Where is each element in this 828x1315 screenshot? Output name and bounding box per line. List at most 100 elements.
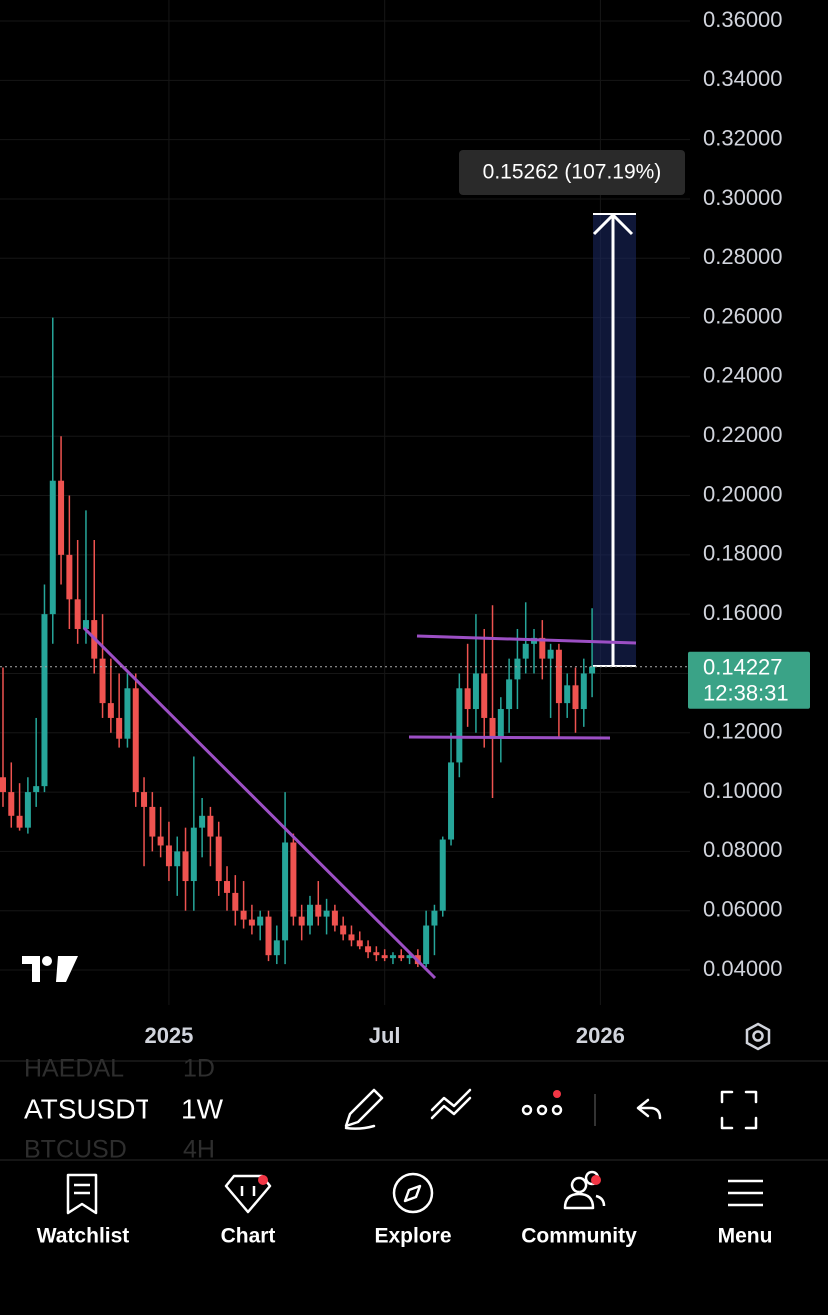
candle-body	[522, 643, 529, 659]
candle-body	[572, 685, 579, 710]
countdown: 12:38:31	[703, 681, 789, 706]
tradingview-logo	[22, 956, 78, 982]
candle-body	[464, 688, 471, 710]
measure-label-box	[459, 150, 685, 195]
trend-line	[416, 634, 637, 645]
watchlist-icon	[66, 1173, 98, 1215]
tab-label[interactable]: Community	[521, 1225, 637, 1248]
candles	[0, 317, 596, 968]
candle-body	[381, 955, 388, 959]
y-tick-label: 0.32000	[703, 125, 783, 150]
candle-body	[124, 688, 131, 739]
candle-body	[149, 806, 156, 837]
y-tick-label: 0.08000	[703, 837, 783, 862]
y-tick-label: 0.12000	[703, 719, 783, 744]
candle-body	[356, 940, 363, 947]
x-tick-label: 2025	[144, 1023, 193, 1048]
candle-body	[165, 845, 172, 867]
candle-body	[456, 688, 463, 763]
candle-body	[8, 792, 15, 816]
y-tick-label: 0.04000	[703, 956, 783, 981]
candle-body	[423, 925, 430, 965]
tab-label[interactable]: Watchlist	[37, 1225, 130, 1248]
candle-body	[215, 836, 222, 882]
candle-body	[190, 827, 197, 882]
trend-line	[82, 626, 437, 980]
candle-body	[248, 919, 255, 926]
candle-body	[448, 762, 455, 840]
candle-body	[348, 934, 355, 941]
candle-body	[257, 916, 264, 926]
community-icon	[563, 1170, 606, 1210]
candle-body	[74, 599, 81, 629]
symbol[interactable]: ATSUSDT	[24, 1093, 153, 1124]
fullscreen-button[interactable]	[720, 1090, 758, 1130]
candle-body	[365, 946, 372, 953]
trend-line	[408, 735, 611, 740]
draw-tool[interactable]	[344, 1088, 384, 1130]
candle-body	[315, 904, 322, 917]
candle-body	[489, 717, 496, 739]
candle-body	[132, 688, 139, 793]
candle-body	[406, 955, 413, 959]
y-tick-label: 0.10000	[703, 778, 783, 803]
interval[interactable]: 4H	[183, 1136, 215, 1164]
candle-body	[182, 851, 189, 882]
candle-body	[306, 904, 313, 926]
measure-label: 0.15262 (107.19%)	[483, 161, 662, 184]
tab-label[interactable]: Explore	[374, 1225, 451, 1248]
candle-body	[157, 836, 164, 846]
candle-body	[240, 910, 247, 920]
candle-body	[431, 910, 438, 926]
symbol[interactable]: BTCUSD	[24, 1136, 127, 1164]
candle-body	[373, 952, 380, 956]
candle-body	[497, 709, 504, 739]
candle-body	[298, 916, 305, 926]
candle-body	[589, 666, 596, 674]
candle-body	[224, 881, 231, 893]
tab-label[interactable]: Chart	[221, 1225, 276, 1248]
candle-body	[207, 815, 214, 837]
y-tick-label: 0.06000	[703, 897, 783, 922]
y-tick-label: 0.18000	[703, 541, 783, 566]
candle-body	[174, 851, 181, 867]
notification-dot	[591, 1175, 601, 1185]
indicator-tool[interactable]	[430, 1088, 472, 1120]
candle-body	[282, 842, 289, 941]
candle-body	[506, 679, 513, 710]
candle-body	[290, 842, 297, 917]
candle-body	[66, 554, 73, 600]
candle-body	[41, 614, 48, 787]
candle-body	[141, 792, 148, 807]
y-tick-label: 0.30000	[703, 185, 783, 210]
candle-body	[199, 815, 206, 828]
y-tick-label: 0.36000	[703, 7, 783, 32]
x-tick-label: Jul	[369, 1023, 401, 1048]
candle-body	[481, 673, 488, 718]
candle-body	[340, 925, 347, 935]
settings-icon	[752, 1030, 764, 1042]
tab-label[interactable]: Menu	[718, 1225, 773, 1248]
candle-body	[265, 916, 272, 956]
undo-button[interactable]	[636, 1098, 662, 1120]
interval[interactable]: 1D	[183, 1055, 215, 1083]
interval[interactable]: 1W	[181, 1093, 224, 1124]
candle-body	[564, 685, 571, 704]
more-button[interactable]	[521, 1090, 563, 1116]
candle-body	[389, 955, 396, 959]
y-tick-label: 0.34000	[703, 66, 783, 91]
menu-icon	[728, 1179, 763, 1207]
x-tick-label: 2026	[576, 1023, 625, 1048]
settings-button[interactable]	[745, 1022, 771, 1051]
notification-dot	[258, 1175, 268, 1185]
symbol[interactable]: HAEDAL	[24, 1055, 124, 1083]
candle-body	[472, 673, 479, 710]
candle-body	[514, 658, 521, 680]
candle-body	[82, 620, 89, 629]
candle-body	[107, 703, 114, 718]
price-label: 0.14227	[703, 655, 783, 680]
candle-body	[232, 892, 239, 911]
y-tick-label: 0.28000	[703, 244, 783, 269]
candle-body	[116, 717, 123, 739]
